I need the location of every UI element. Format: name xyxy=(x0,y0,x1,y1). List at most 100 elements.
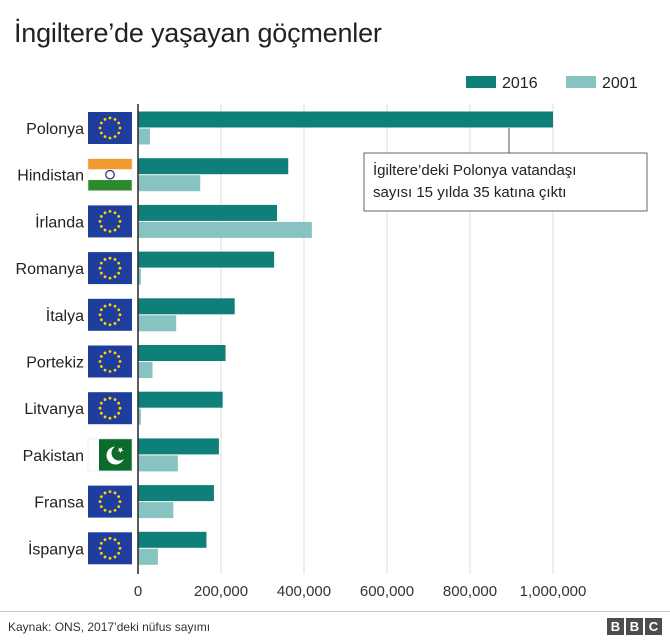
flag-star xyxy=(118,360,122,363)
flag-star xyxy=(117,318,121,322)
flag-band xyxy=(88,180,132,191)
flag-star xyxy=(108,396,112,400)
flag-star xyxy=(108,116,112,120)
flag-star xyxy=(99,411,103,415)
flag-star xyxy=(108,370,112,373)
legend-swatch xyxy=(466,76,496,88)
annotation-text: sayısı 15 yılda 35 katına çıktı xyxy=(373,184,566,201)
flag-star xyxy=(108,490,112,493)
flag-border xyxy=(87,158,133,191)
bar-2001 xyxy=(138,315,177,332)
flag-star xyxy=(99,215,103,218)
flag-star xyxy=(98,126,102,130)
flag-star xyxy=(113,538,117,542)
flag-star xyxy=(103,368,107,372)
flag-chakra xyxy=(105,169,115,180)
flag-star xyxy=(98,500,102,503)
flag-star xyxy=(103,322,107,325)
flag-star xyxy=(108,536,112,540)
flag-star xyxy=(118,220,122,223)
category-label: Hindistan xyxy=(17,168,84,185)
annotation-box xyxy=(363,152,648,212)
flag-star xyxy=(113,211,117,215)
bar-2016 xyxy=(138,391,223,408)
flag-star xyxy=(99,131,103,135)
flag-star xyxy=(103,538,107,542)
eu-flag-icon xyxy=(88,205,132,238)
flag-star xyxy=(117,355,121,358)
bar-2001 xyxy=(138,548,158,565)
flag-star xyxy=(113,228,117,232)
bar-2001 xyxy=(138,502,174,519)
flag-star xyxy=(108,323,112,327)
bar-2001 xyxy=(138,128,151,145)
flag-star xyxy=(108,510,112,513)
bar-2016 xyxy=(138,298,235,315)
bar-2001 xyxy=(138,408,141,425)
flag-star xyxy=(113,351,117,355)
flag-star xyxy=(117,505,121,508)
legend-label: 2001 xyxy=(602,75,638,92)
flag-star xyxy=(108,350,112,353)
category-label: Litvanya xyxy=(24,401,84,418)
bar-2001 xyxy=(138,221,312,238)
flag-star xyxy=(117,225,121,228)
bar-2016 xyxy=(138,485,214,502)
flag-star xyxy=(118,313,122,317)
eu-flag-icon xyxy=(88,298,132,331)
eu-flag-icon xyxy=(88,252,132,285)
flag-star xyxy=(117,261,121,265)
bar-2001 xyxy=(138,268,141,285)
x-tick-label: 0 xyxy=(134,583,142,600)
flag-star xyxy=(103,135,107,139)
flag-star xyxy=(113,555,117,559)
flag-star xyxy=(103,275,107,279)
bbc-logo-letter: B xyxy=(607,618,624,635)
flag-star xyxy=(118,500,122,503)
flag-star xyxy=(113,398,117,401)
flag-star xyxy=(98,266,102,270)
flag-star xyxy=(99,225,103,228)
flag-star xyxy=(99,495,103,498)
flag-star xyxy=(108,556,112,560)
eu-flag-icon xyxy=(88,532,132,565)
flag-star xyxy=(103,304,107,308)
bar-2001 xyxy=(138,362,153,378)
flag-star xyxy=(99,365,103,368)
flag-star xyxy=(99,121,103,125)
x-tick-label: 200,000 xyxy=(194,583,248,600)
category-label: Romanya xyxy=(16,261,85,278)
bar-2001 xyxy=(138,455,178,472)
pakistan-flag-icon xyxy=(87,438,133,472)
flag-star xyxy=(99,541,103,545)
source-text: Kaynak: ONS, 2017’deki nüfus sayımı xyxy=(8,620,211,634)
india-flag-icon xyxy=(87,158,133,191)
flag-star xyxy=(113,117,117,121)
flag-star xyxy=(103,415,107,419)
bar-2016 xyxy=(138,251,275,268)
category-label: Fransa xyxy=(34,495,84,512)
flag-star xyxy=(117,121,121,125)
flag-star xyxy=(113,304,117,308)
x-tick-label: 600,000 xyxy=(360,583,414,600)
category-label: Portekiz xyxy=(26,355,84,372)
bar-chart: 0 200,000 400,000 600,000 800,000 1,000,000 20… xyxy=(16,75,648,600)
flag-crescent-cut xyxy=(111,445,127,461)
bar-2016 xyxy=(138,111,553,128)
flag-star xyxy=(113,322,117,325)
flag-star xyxy=(113,258,117,261)
flag-star xyxy=(118,126,122,130)
bar-2016 xyxy=(138,204,278,221)
flag-star xyxy=(108,230,112,233)
x-tick-label: 400,000 xyxy=(277,583,331,600)
flag-star xyxy=(99,318,103,322)
flag-star xyxy=(98,313,102,317)
flag-star xyxy=(108,416,112,420)
bbc-logo: B B C xyxy=(607,618,662,635)
flag-band xyxy=(88,169,132,181)
flag-star xyxy=(103,211,107,215)
bar-2001 xyxy=(138,175,201,192)
bar-2016 xyxy=(138,438,219,455)
flag-star xyxy=(99,308,103,312)
flag-star xyxy=(118,266,122,270)
